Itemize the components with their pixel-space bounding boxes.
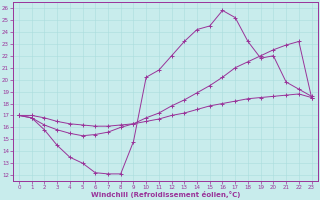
X-axis label: Windchill (Refroidissement éolien,°C): Windchill (Refroidissement éolien,°C) [91,191,240,198]
